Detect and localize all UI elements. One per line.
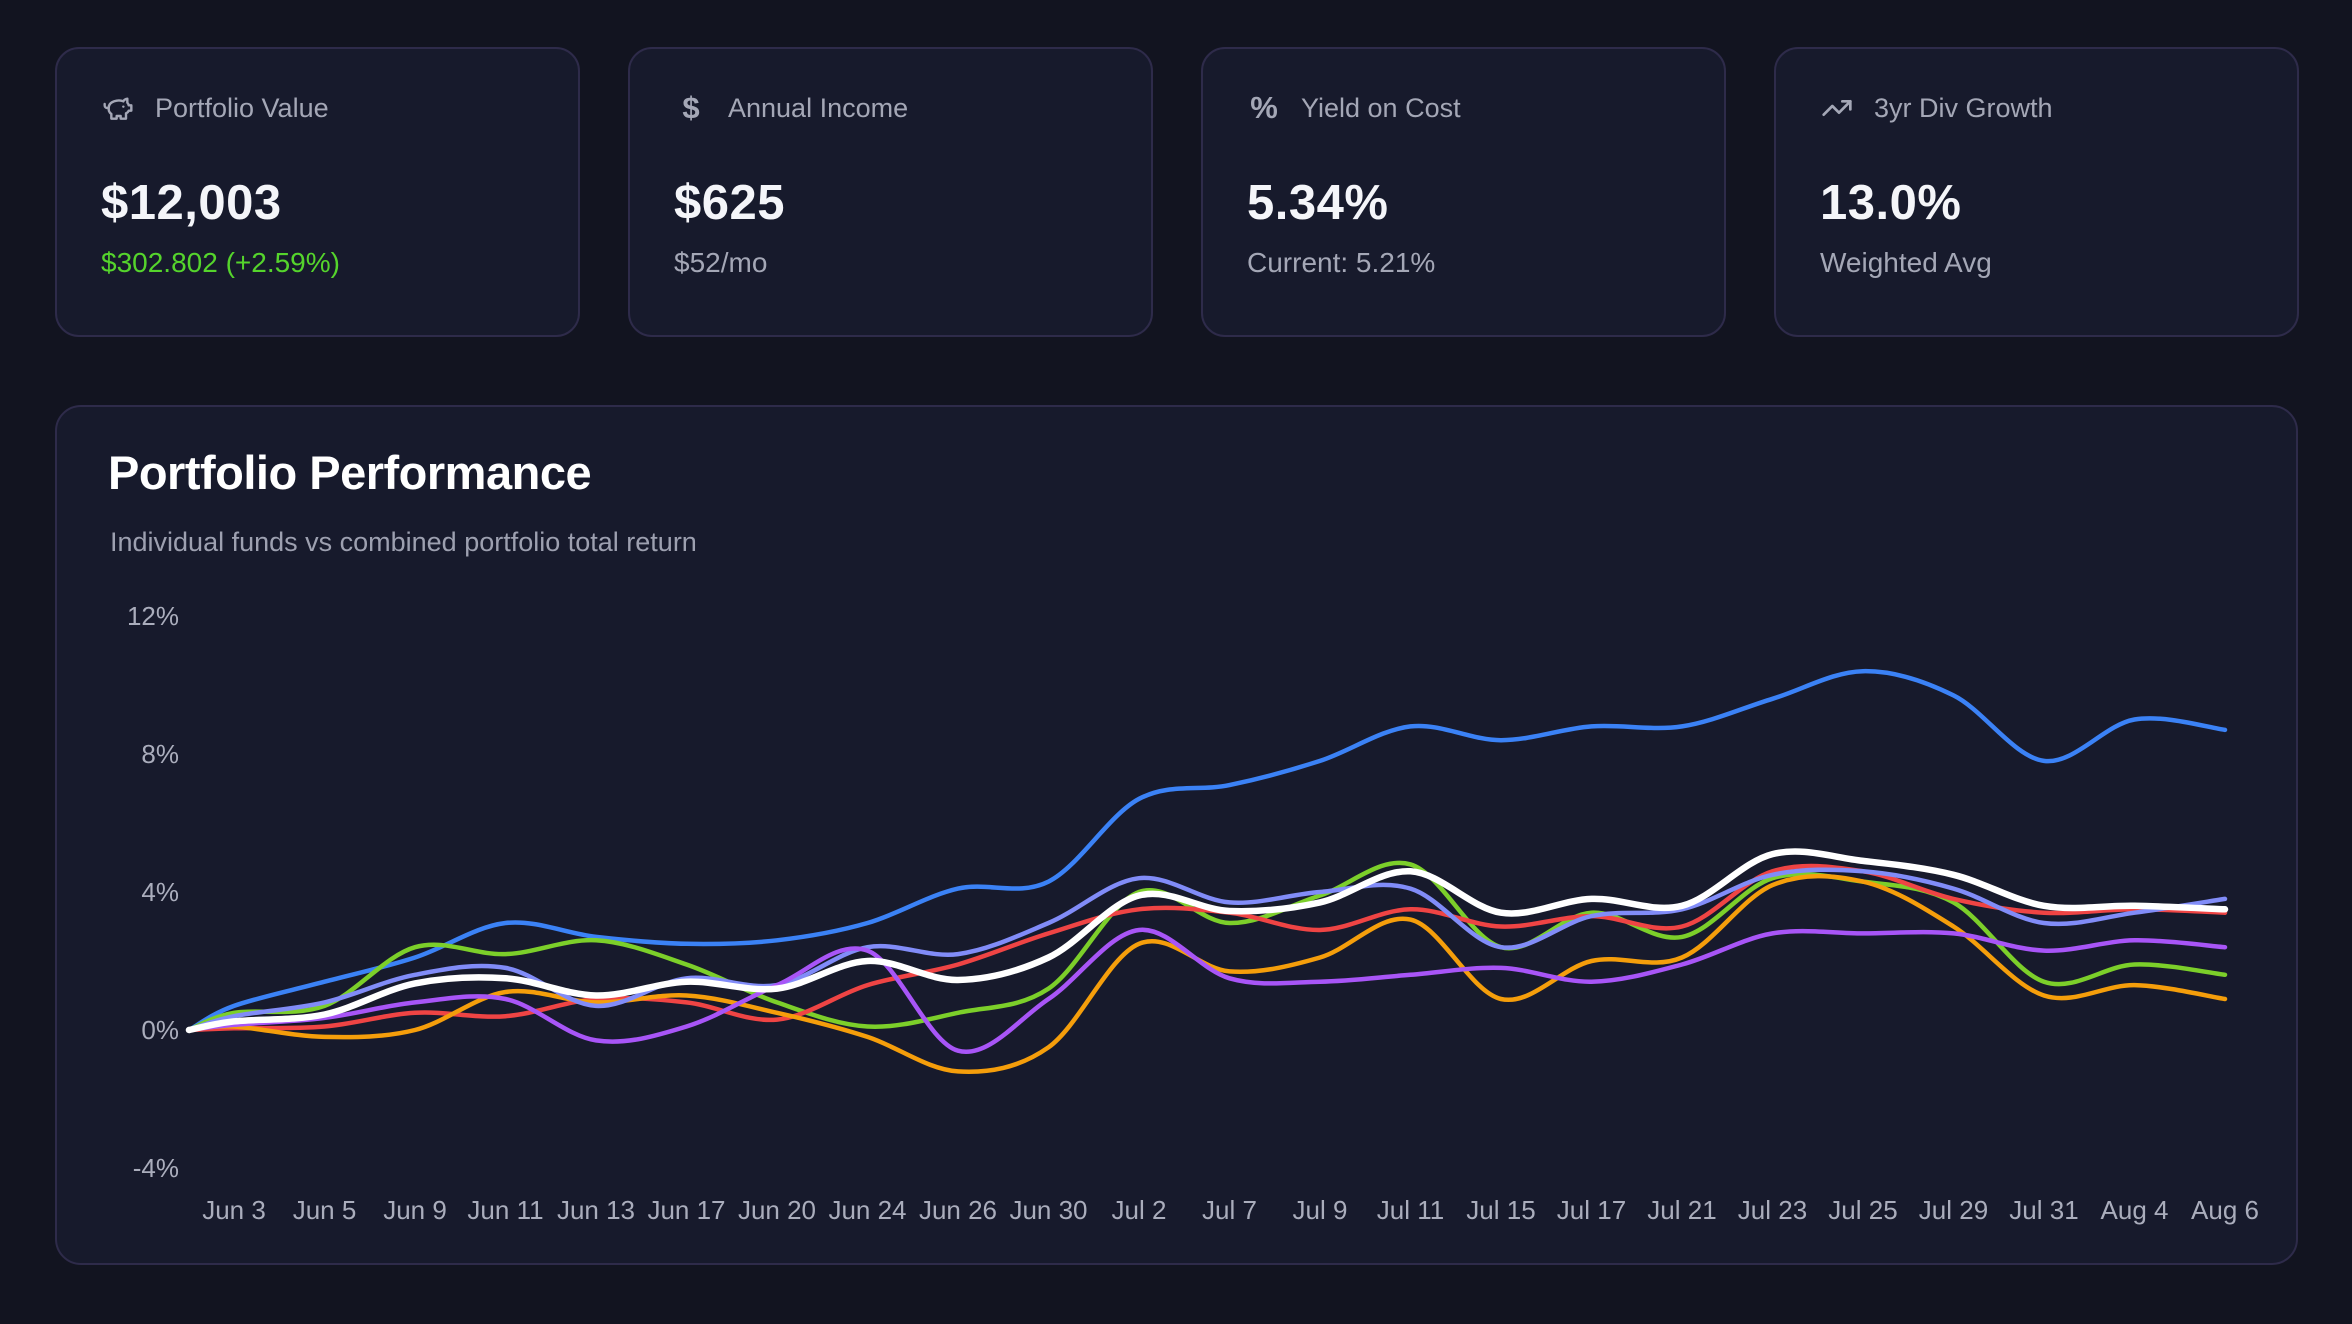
axis-tick-label: Aug 6	[2191, 1195, 2259, 1225]
stat-sub: Weighted Avg	[1820, 247, 1992, 278]
stat-change: $302.802 (+2.59%)	[101, 247, 340, 278]
axis-tick-label: Jun 24	[828, 1195, 906, 1225]
axis-tick-label: Jun 3	[202, 1195, 266, 1225]
piggy-bank-icon	[101, 91, 135, 125]
axis-tick-label: Jul 7	[1202, 1195, 1257, 1225]
stat-value: 13.0%	[1820, 176, 1962, 230]
stats-row: Portfolio Value $12,003 $302.802 (+2.59%…	[55, 47, 2299, 337]
axis-tick-label: Jun 5	[293, 1195, 357, 1225]
percent-icon: %	[1250, 90, 1278, 125]
axis-tick-label: Jul 23	[1738, 1195, 1807, 1225]
series-fund-violet	[186, 927, 2228, 1055]
stat-card-yield-on-cost: % Yield on Cost 5.34% Current: 5.21%	[1201, 47, 1726, 337]
stat-card-div-growth: 3yr Div Growth 13.0% Weighted Avg	[1774, 47, 2299, 337]
axis-tick-label: Jul 2	[1112, 1195, 1167, 1225]
axis-tick-label: Jul 11	[1377, 1195, 1444, 1225]
series-portfolio-combined	[185, 848, 2229, 1034]
stat-value: 5.34%	[1247, 176, 1389, 230]
trending-up-icon	[1820, 91, 1854, 125]
dollar-sign-icon: $	[682, 90, 700, 125]
axis-tick-label: Jun 20	[738, 1195, 816, 1225]
axis-tick-label: Jun 30	[1009, 1195, 1087, 1225]
portfolio-performance-chart[interactable]: 12% 8% 4% 0% -4% Jun 3 Jun 5 Jun 9 Jun 11 Jun 13 J…	[57, 407, 2300, 1267]
stat-value: $12,003	[101, 176, 282, 230]
axis-tick-label: Jul 15	[1466, 1195, 1535, 1225]
stat-sub: Current: 5.21%	[1247, 247, 1436, 278]
axis-tick-label: Aug 4	[2101, 1195, 2169, 1225]
axis-tick-label: Jun 13	[557, 1195, 635, 1225]
stat-label: Annual Income	[728, 92, 909, 123]
stat-label: Yield on Cost	[1301, 92, 1461, 123]
series-fund-green	[186, 860, 2228, 1033]
axis-tick-label: Jul 21	[1647, 1195, 1716, 1225]
axis-tick-label: 0%	[141, 1015, 179, 1045]
axis-tick-label: Jun 26	[919, 1195, 997, 1225]
series-fund-blue	[186, 668, 2228, 1033]
axis-tick-label: Jun 11	[467, 1195, 543, 1225]
stat-card-portfolio-value: Portfolio Value $12,003 $302.802 (+2.59%…	[55, 47, 580, 337]
axis-tick-label: 12%	[127, 601, 179, 631]
axis-tick-label: Jul 25	[1828, 1195, 1897, 1225]
axis-tick-label: 4%	[141, 877, 179, 907]
portfolio-performance-card: Portfolio Performance Individual funds v…	[55, 405, 2298, 1265]
chart-title: Portfolio Performance	[108, 446, 592, 499]
axis-tick-label: 8%	[141, 739, 179, 769]
chart-subtitle: Individual funds vs combined portfolio t…	[110, 527, 697, 557]
axis-tick-label: Jul 17	[1557, 1195, 1626, 1225]
stat-card-annual-income: $ Annual Income $625 $52/mo	[628, 47, 1153, 337]
axis-tick-label: Jul 31	[2009, 1195, 2078, 1225]
series-fund-red	[186, 863, 2228, 1033]
stat-value: $625	[674, 176, 786, 230]
series-fund-indigo	[186, 867, 2228, 1033]
axis-tick-label: Jul 29	[1919, 1195, 1988, 1225]
axis-tick-label: -4%	[133, 1153, 179, 1183]
axis-tick-label: Jul 9	[1293, 1195, 1348, 1225]
axis-tick-label: Jun 17	[647, 1195, 725, 1225]
series-fund-orange	[186, 873, 2228, 1074]
stat-sub: $52/mo	[674, 247, 768, 278]
stat-label: Portfolio Value	[155, 92, 329, 123]
axis-tick-label: Jun 9	[383, 1195, 447, 1225]
stat-label: 3yr Div Growth	[1874, 92, 2053, 123]
